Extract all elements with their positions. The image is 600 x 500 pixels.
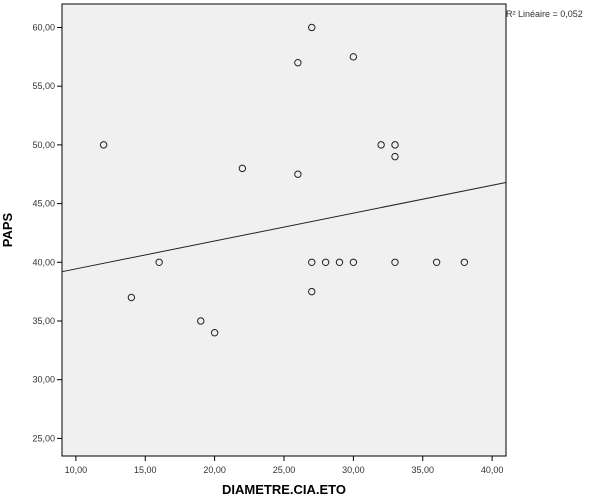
data-point	[99, 141, 108, 149]
y-tick-label: 25,00	[32, 433, 55, 443]
r-squared-annotation: R² Linéaire = 0,052	[506, 9, 583, 19]
x-tick-label: 30,00	[342, 465, 365, 475]
data-point	[335, 258, 344, 266]
data-point	[460, 258, 469, 266]
y-axis-title: PAPS	[0, 212, 15, 247]
data-point	[294, 170, 302, 178]
data-point	[308, 287, 316, 296]
x-tick-label: 35,00	[411, 465, 434, 475]
y-tick-label: 50,00	[32, 140, 55, 150]
data-point	[349, 258, 358, 266]
y-tick-label: 55,00	[32, 81, 55, 91]
x-tick-label: 40,00	[481, 465, 504, 475]
x-axis-title: DIAMETRE.CIA.ETO	[222, 482, 346, 497]
data-point	[238, 164, 247, 173]
data-point	[308, 23, 316, 32]
data-point	[349, 53, 358, 61]
plot-area	[61, 3, 507, 457]
data-point	[432, 258, 441, 266]
data-point	[321, 258, 330, 266]
x-tick-label: 10,00	[65, 465, 88, 475]
y-tick-label: 40,00	[32, 257, 55, 267]
y-tick-label: 35,00	[32, 316, 55, 326]
y-tick-label: 30,00	[32, 375, 55, 385]
y-tick-label: 60,00	[32, 22, 55, 32]
data-point	[294, 59, 302, 67]
x-tick-label: 25,00	[273, 465, 296, 475]
x-tick-label: 20,00	[203, 465, 226, 475]
data-point	[197, 317, 205, 325]
data-point	[391, 141, 399, 149]
x-tick-label: 15,00	[134, 465, 157, 475]
fit-line	[61, 181, 507, 273]
data-point	[391, 152, 399, 161]
y-tick-label: 45,00	[32, 199, 55, 209]
data-point	[377, 141, 385, 149]
data-point	[155, 258, 163, 266]
data-point	[127, 293, 136, 302]
data-point	[308, 258, 316, 266]
data-point	[210, 329, 219, 337]
data-point	[391, 258, 399, 266]
